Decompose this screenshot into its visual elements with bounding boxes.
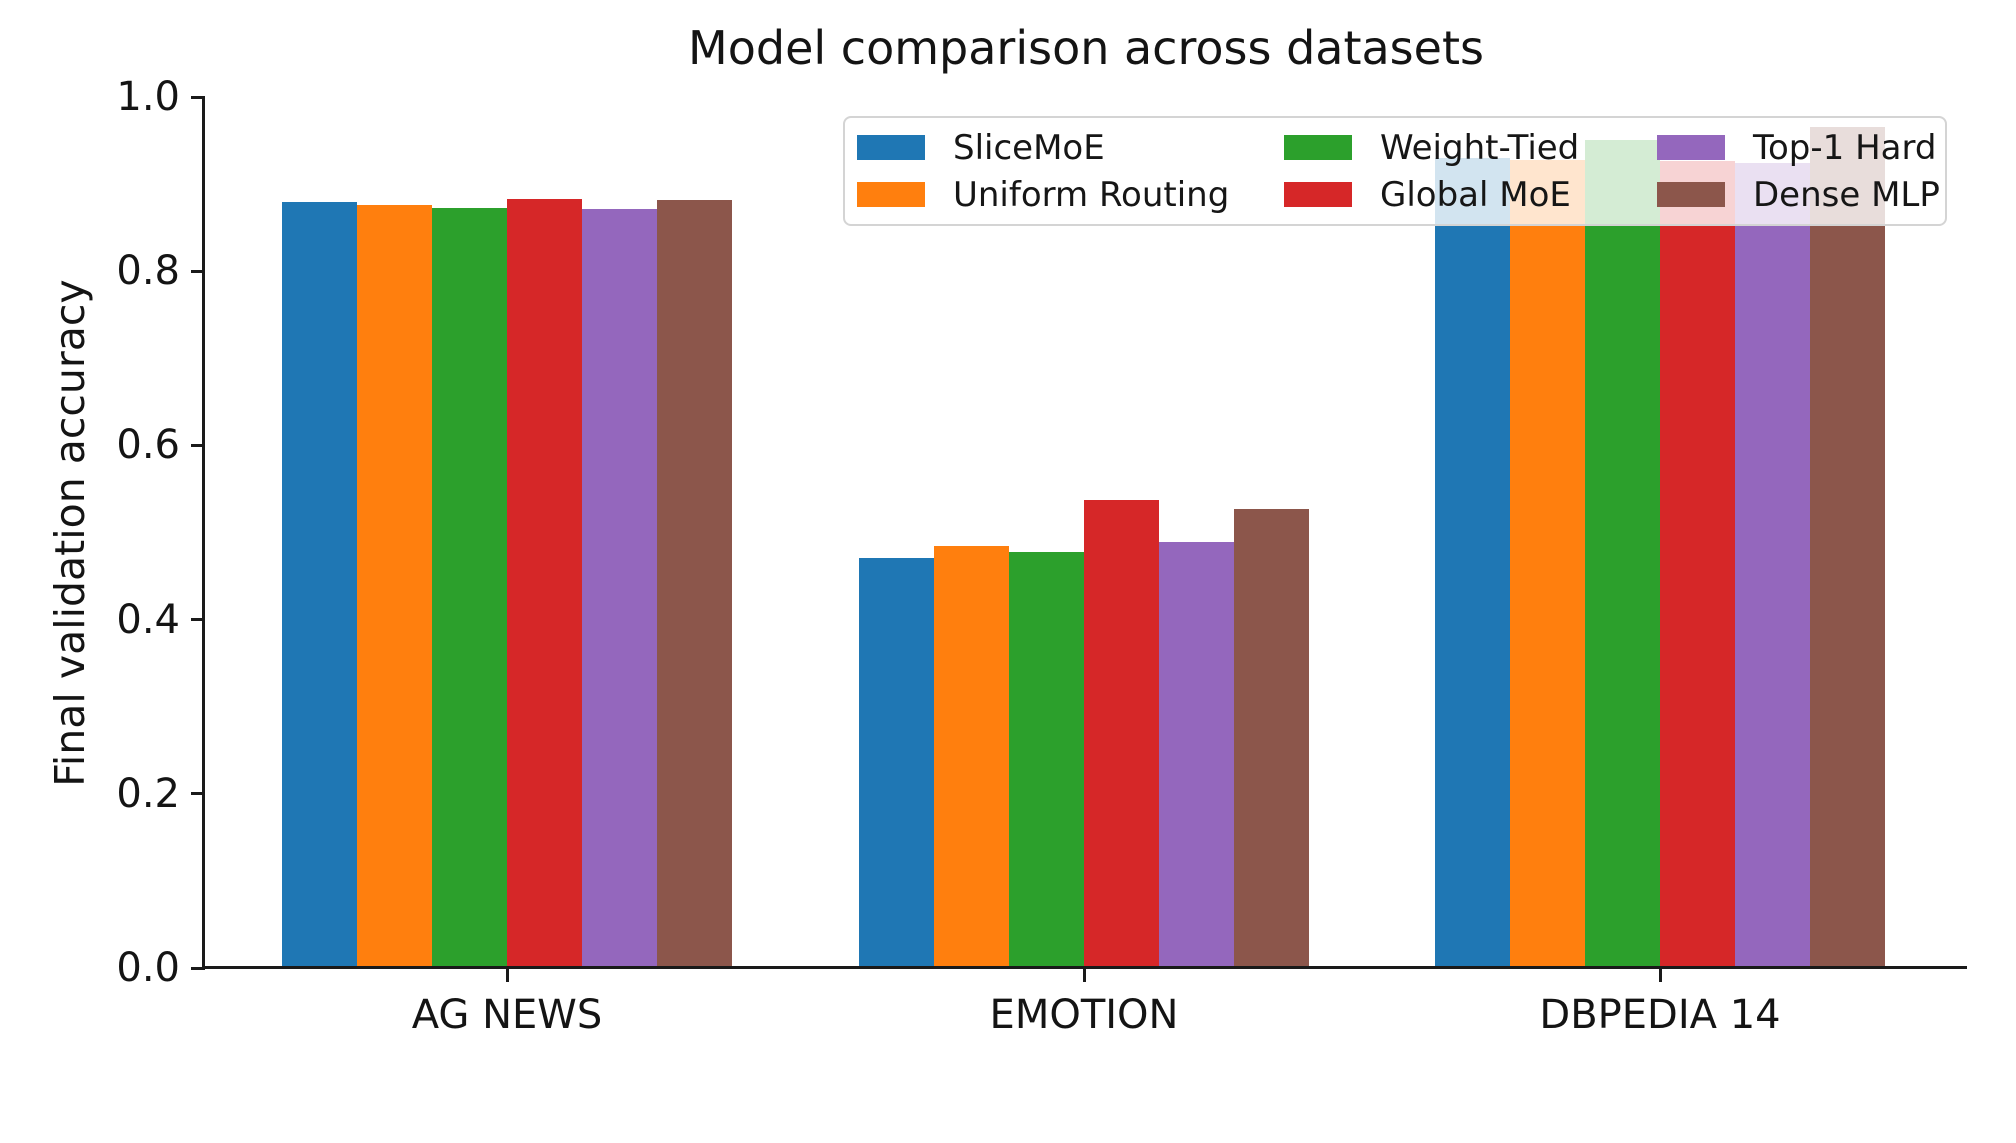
legend-label: SliceMoE bbox=[953, 127, 1105, 168]
legend-swatch-weight-tied bbox=[1284, 135, 1352, 160]
legend-swatch-slicemoe bbox=[857, 135, 925, 160]
bar-uniform-routing-ag-news bbox=[357, 205, 432, 968]
legend-item-top-1-hard: Top-1 Hard bbox=[1657, 128, 1940, 168]
y-tick-label-0.6: 0.6 bbox=[116, 422, 180, 468]
bar-slicemoe-dbpedia-14 bbox=[1435, 158, 1510, 968]
bar-dense-mlp-emotion bbox=[1234, 509, 1309, 968]
bar-global-moe-ag-news bbox=[507, 199, 582, 968]
y-axis-spine bbox=[202, 97, 205, 968]
bars-layer bbox=[205, 97, 1967, 968]
legend-item-slicemoe: SliceMoE bbox=[857, 128, 1284, 168]
legend-label: Dense MLP bbox=[1753, 174, 1940, 215]
y-tick-label-0.8: 0.8 bbox=[116, 248, 180, 294]
bar-global-moe-dbpedia-14 bbox=[1660, 161, 1735, 968]
x-tick-dbpedia-14 bbox=[1659, 968, 1662, 982]
legend-swatch-dense-mlp bbox=[1657, 182, 1725, 207]
y-tick-label-0.2: 0.2 bbox=[116, 771, 180, 817]
bar-top-1-hard-ag-news bbox=[582, 209, 657, 968]
legend-label: Weight-Tied bbox=[1380, 127, 1580, 168]
bar-dense-mlp-dbpedia-14 bbox=[1810, 127, 1885, 968]
y-tick-label-0.4: 0.4 bbox=[116, 597, 180, 643]
y-axis-label: Final validation accuracy bbox=[46, 279, 94, 787]
legend-item-weight-tied: Weight-Tied bbox=[1284, 128, 1657, 168]
x-tick-label-dbpedia-14: DBPEDIA 14 bbox=[1539, 992, 1781, 1038]
x-tick-emotion bbox=[1083, 968, 1086, 982]
x-tick-label-emotion: EMOTION bbox=[989, 992, 1179, 1038]
plot-area bbox=[202, 97, 1967, 969]
bar-dense-mlp-ag-news bbox=[657, 200, 732, 968]
legend-label: Top-1 Hard bbox=[1753, 127, 1937, 168]
chart-title: Model comparison across datasets bbox=[688, 21, 1484, 75]
x-axis-spine bbox=[202, 966, 1967, 969]
bar-top-1-hard-dbpedia-14 bbox=[1735, 163, 1810, 968]
y-tick-label-1.0: 1.0 bbox=[116, 74, 180, 120]
bar-weight-tied-dbpedia-14 bbox=[1585, 140, 1660, 968]
x-tick-label-ag-news: AG NEWS bbox=[411, 992, 603, 1038]
x-tick-ag-news bbox=[506, 968, 509, 982]
bar-slicemoe-ag-news bbox=[282, 202, 357, 968]
legend-label: Uniform Routing bbox=[953, 174, 1230, 215]
legend-label: Global MoE bbox=[1380, 174, 1571, 215]
bar-weight-tied-emotion bbox=[1009, 552, 1084, 968]
bar-weight-tied-ag-news bbox=[432, 208, 507, 968]
bar-global-moe-emotion bbox=[1084, 500, 1159, 968]
bar-slicemoe-emotion bbox=[859, 558, 934, 968]
bar-top-1-hard-emotion bbox=[1159, 542, 1234, 968]
y-tick-0.2 bbox=[191, 792, 205, 795]
legend-item-global-moe: Global MoE bbox=[1284, 175, 1657, 215]
legend-swatch-global-moe bbox=[1284, 182, 1352, 207]
y-tick-label-0.0: 0.0 bbox=[116, 945, 180, 991]
y-tick-0.6 bbox=[191, 444, 205, 447]
y-tick-0.0 bbox=[191, 967, 205, 970]
legend-swatch-uniform-routing bbox=[857, 182, 925, 207]
y-tick-1.0 bbox=[191, 96, 205, 99]
y-tick-0.4 bbox=[191, 618, 205, 621]
legend: SliceMoE Uniform Routing Weight-Tied Global… bbox=[843, 116, 1947, 226]
legend-item-uniform-routing: Uniform Routing bbox=[857, 175, 1284, 215]
legend-swatch-top-1-hard bbox=[1657, 135, 1725, 160]
legend-item-dense-mlp: Dense MLP bbox=[1657, 175, 1940, 215]
y-tick-0.8 bbox=[191, 270, 205, 273]
bar-uniform-routing-emotion bbox=[934, 546, 1009, 968]
bar-uniform-routing-dbpedia-14 bbox=[1510, 160, 1585, 968]
